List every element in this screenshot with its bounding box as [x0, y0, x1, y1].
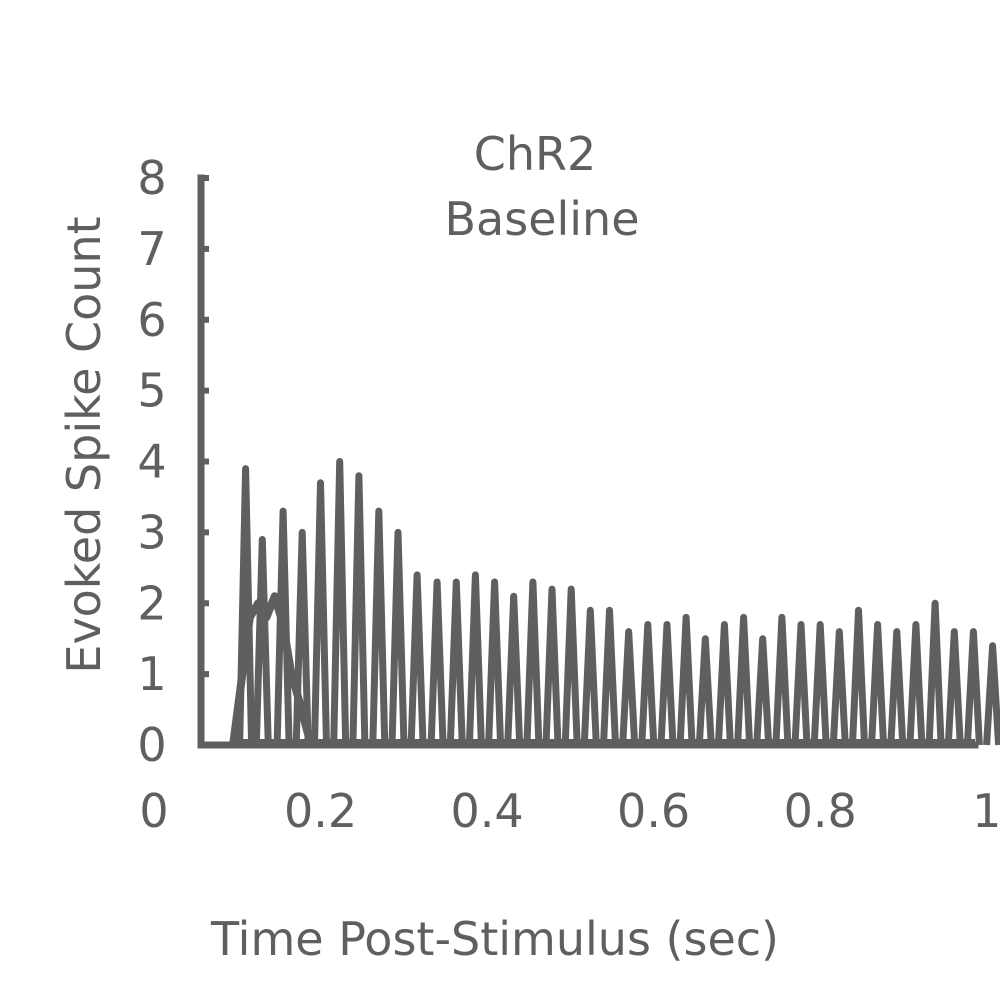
- spike-peak: [676, 613, 696, 746]
- y-tick-label: 3: [137, 505, 166, 559]
- spike-peak: [714, 621, 734, 746]
- spike-peak: [407, 571, 427, 746]
- x-tick-label: 0.6: [617, 784, 690, 838]
- spike-peak: [292, 528, 312, 746]
- spike-peak: [523, 578, 543, 746]
- spike-peak: [963, 628, 983, 746]
- y-axis-title: Evoked Spike Count: [57, 216, 111, 673]
- y-tick-label: 6: [137, 293, 166, 347]
- y-tick-label: 8: [137, 151, 166, 205]
- spike-peak: [772, 613, 792, 746]
- spike-peak: [330, 458, 350, 746]
- spike-peak: [829, 628, 849, 746]
- spike-peak: [695, 635, 715, 746]
- chart-title-line-1: ChR2: [474, 127, 597, 181]
- spike-peak: [465, 571, 485, 746]
- spike-peak: [446, 578, 466, 746]
- x-tick-label: 1: [972, 784, 1000, 838]
- x-tick-label: 0.2: [284, 784, 357, 838]
- y-tick-label: 2: [137, 576, 166, 630]
- x-tick-label: 0.4: [451, 784, 524, 838]
- y-axis-ticks: 0 1 2 3 4 5 6 7 8: [137, 151, 209, 772]
- y-tick-label: 5: [137, 364, 166, 418]
- spike-peak: [849, 606, 868, 746]
- spike-peak: [925, 599, 945, 746]
- spike-peak: [542, 585, 562, 746]
- spike-peak: [868, 621, 888, 746]
- y-tick-label: 7: [137, 222, 166, 276]
- spike-peak: [944, 628, 964, 746]
- spike-peak: [887, 628, 907, 746]
- x-tick-label: 0.8: [784, 784, 857, 838]
- spike-peak: [791, 621, 811, 746]
- spike-peak: [734, 613, 754, 746]
- spike-peak: [349, 472, 369, 746]
- spike-peak: [252, 536, 272, 746]
- spike-peak: [236, 465, 256, 746]
- spike-peak: [983, 642, 1000, 746]
- spike-peak: [906, 621, 926, 746]
- y-tick-label: 4: [137, 435, 166, 489]
- spike-peak: [388, 528, 408, 746]
- y-tick-label: 1: [137, 647, 166, 701]
- spike-peak: [638, 621, 658, 746]
- spike-peak: [504, 592, 524, 746]
- spike-peak: [427, 578, 447, 746]
- chart-title-line-2: Baseline: [444, 192, 639, 246]
- x-axis-title: Time Post-Stimulus (sec): [210, 912, 779, 966]
- spike-peak: [369, 507, 389, 746]
- spike-peak: [580, 606, 600, 746]
- chart-marks: [229, 458, 1000, 748]
- y-tick-label: 0: [137, 718, 166, 772]
- x-tick-label: 0: [139, 784, 168, 838]
- spike-peak: [753, 635, 773, 746]
- spike-peak: [619, 628, 639, 746]
- spike-peak: [311, 479, 330, 746]
- spike-peak: [485, 578, 505, 746]
- spike-peak: [561, 585, 581, 746]
- spike-peak: [810, 621, 830, 746]
- spike-peak: [657, 621, 677, 746]
- x-axis-ticks: 0 0.2 0.4 0.6 0.8 1: [139, 784, 1000, 838]
- spike-peak: [600, 606, 619, 746]
- spike-peak: [273, 507, 293, 746]
